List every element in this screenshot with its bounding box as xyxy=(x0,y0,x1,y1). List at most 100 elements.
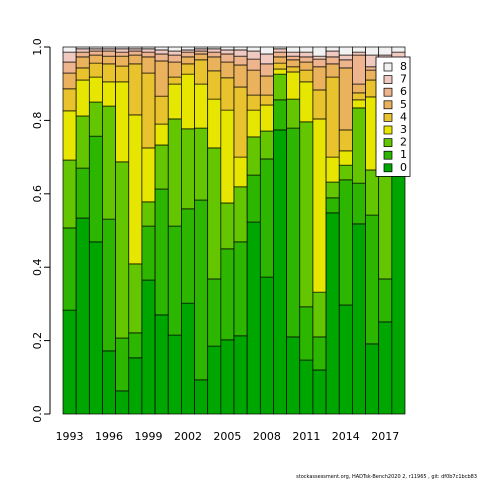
bar-segment xyxy=(325,50,340,58)
bar-segment xyxy=(378,46,393,56)
bar-segment xyxy=(378,278,393,323)
bar-segment xyxy=(273,73,287,101)
bar-segment xyxy=(312,336,327,371)
bar-segment xyxy=(207,51,222,58)
bar-segment xyxy=(207,56,222,72)
bar-segment xyxy=(233,186,248,243)
bar-segment xyxy=(259,94,274,106)
bar-segment xyxy=(325,46,340,52)
bar-segment xyxy=(88,76,103,103)
bar-segment xyxy=(246,136,261,176)
bar-segment xyxy=(207,147,222,280)
bar-segment xyxy=(167,61,182,78)
bar-segment xyxy=(62,309,77,415)
x-tick-label: 1999 xyxy=(135,430,163,443)
bar-segment xyxy=(352,182,366,225)
legend-swatch xyxy=(383,163,393,173)
bar-segment xyxy=(352,83,366,94)
legend-swatch xyxy=(383,75,393,84)
bar-segment xyxy=(286,46,301,53)
legend-swatch xyxy=(383,113,393,122)
bar-segment xyxy=(88,54,103,64)
x-tick-label: 2002 xyxy=(174,430,202,443)
bar-segment xyxy=(128,54,143,65)
bar-segment xyxy=(325,156,340,183)
bar-segment xyxy=(128,46,143,50)
legend-swatch xyxy=(383,62,393,72)
bar-segment xyxy=(154,123,169,146)
bar-segment xyxy=(154,49,169,55)
bar-segment xyxy=(286,55,301,61)
bar-segment xyxy=(220,202,235,250)
bar-segment xyxy=(338,59,353,69)
bar-segment xyxy=(246,50,261,60)
bar-segment xyxy=(167,334,182,415)
legend-label: 1 xyxy=(400,148,407,161)
bar-segment xyxy=(75,56,90,69)
y-tick-label: 1.0 xyxy=(31,38,44,56)
bar-segment xyxy=(312,118,327,293)
bar-segment xyxy=(115,46,130,50)
bar-segment xyxy=(391,46,406,53)
bar-segment xyxy=(194,46,209,50)
bar-segment xyxy=(338,46,353,56)
bar-segment xyxy=(312,89,327,120)
bar-segment xyxy=(325,181,340,199)
bar-segment xyxy=(141,147,156,203)
bar-segment xyxy=(154,314,169,415)
bar-segment xyxy=(75,46,90,50)
bar-segment xyxy=(115,337,130,392)
legend-label: 0 xyxy=(400,161,407,174)
bar-segment xyxy=(167,118,182,227)
bar-segment xyxy=(75,67,90,81)
bar-segment xyxy=(75,48,90,53)
bar-segment xyxy=(115,51,130,57)
bar-segment xyxy=(338,164,353,181)
bar-segment xyxy=(299,69,314,83)
bar-segment xyxy=(62,51,77,63)
bar-segment xyxy=(273,62,287,70)
bar-segment xyxy=(167,50,182,56)
bar-segment xyxy=(233,49,248,57)
x-tick-label: 2014 xyxy=(332,430,360,443)
bar-segment xyxy=(220,339,235,415)
bar-segment xyxy=(259,53,274,65)
bar-segment xyxy=(286,127,301,338)
bar-segment xyxy=(233,55,248,66)
bar-segment xyxy=(312,58,327,68)
bar-segment xyxy=(141,72,156,149)
bar-segment xyxy=(312,369,327,415)
bar-segment xyxy=(154,46,169,51)
bar-segment xyxy=(167,76,182,85)
bar-segment xyxy=(75,167,90,219)
bar-segment xyxy=(246,94,261,111)
bar-segment xyxy=(207,70,222,100)
bar-segment xyxy=(259,75,274,96)
bar-segment xyxy=(220,53,235,63)
bar-segment xyxy=(246,69,261,96)
y-tick-label: 0.0 xyxy=(31,405,44,423)
bar-segment xyxy=(378,164,393,280)
bar-segment xyxy=(88,46,103,50)
bar-segment xyxy=(181,128,195,210)
bar-segment xyxy=(312,46,327,57)
bar-segment xyxy=(167,54,182,63)
legend-label: 3 xyxy=(400,123,407,136)
bar-segment xyxy=(246,174,261,223)
bar-segment xyxy=(286,71,301,100)
bar-segment xyxy=(352,51,366,56)
bar-segment xyxy=(62,159,77,229)
bar-segment xyxy=(312,291,327,338)
bar-segment xyxy=(102,218,116,352)
x-tick-label: 2017 xyxy=(371,430,399,443)
bar-segment xyxy=(62,46,77,53)
bar-segment xyxy=(88,101,103,137)
bar-segment xyxy=(299,56,314,63)
legend-swatch xyxy=(383,138,393,147)
bar-segment xyxy=(88,62,103,78)
bar-segment xyxy=(233,46,248,51)
bar-segment xyxy=(233,156,248,188)
bar-segment xyxy=(167,46,182,52)
bar-segment xyxy=(286,66,301,73)
